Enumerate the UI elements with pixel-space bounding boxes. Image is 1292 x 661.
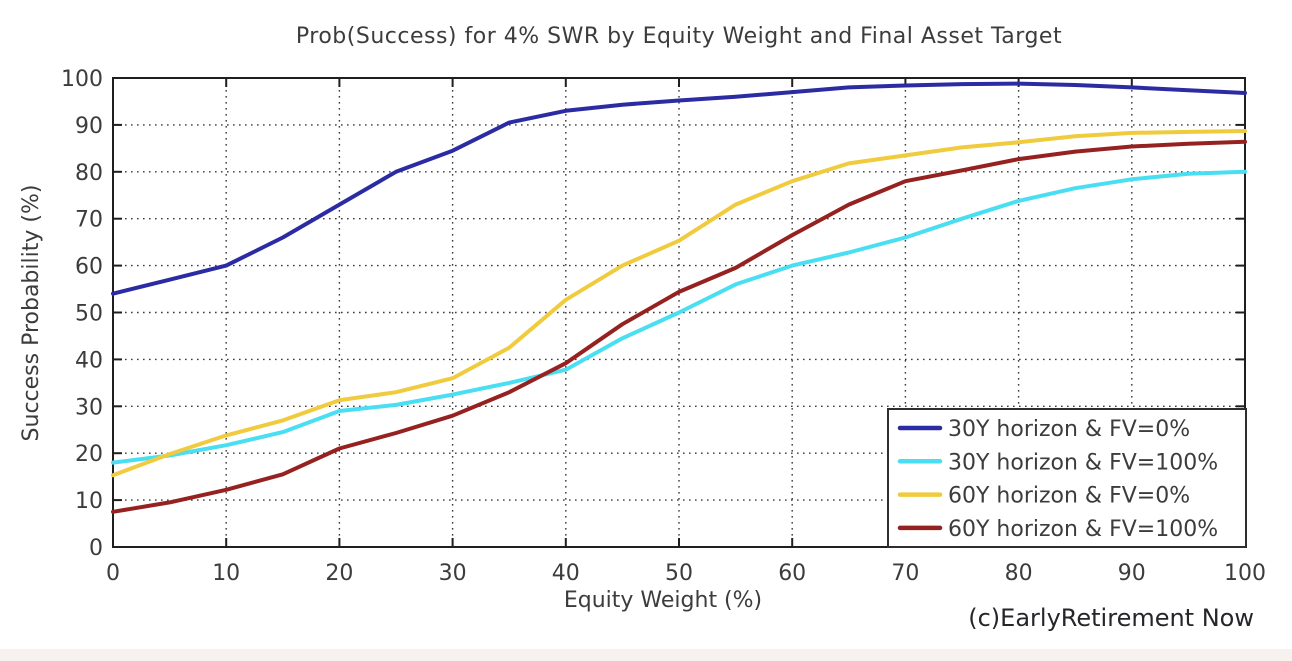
x-tick-label: 70 <box>891 561 919 586</box>
y-tick-label: 0 <box>89 536 103 561</box>
y-tick-label: 60 <box>75 255 103 280</box>
series-line-2 <box>111 129 1247 478</box>
y-tick-label: 10 <box>75 489 103 514</box>
y-axis-label: Success Probability (%) <box>19 184 44 442</box>
legend-label-3: 60Y horizon & FV=100% <box>948 517 1218 542</box>
y-tick-label: 40 <box>75 348 103 373</box>
chart-title: Prob(Success) for 4% SWR by Equity Weigh… <box>295 24 1063 49</box>
legend-label-2: 60Y horizon & FV=0% <box>948 484 1190 509</box>
x-tick-label: 40 <box>552 561 580 586</box>
y-tick-label: 50 <box>75 302 103 327</box>
series-line-1 <box>111 169 1247 465</box>
x-tick-label: 0 <box>106 561 120 586</box>
x-tick-label: 30 <box>439 561 467 586</box>
y-tick-label: 30 <box>75 395 103 420</box>
footer-strip <box>0 649 1292 661</box>
y-tick-label: 80 <box>75 161 103 186</box>
x-tick-label: 50 <box>665 561 693 586</box>
legend-label-0: 30Y horizon & FV=0% <box>948 417 1190 442</box>
y-tick-label: 70 <box>75 208 103 233</box>
x-axis-label: Equity Weight (%) <box>563 588 763 613</box>
y-tick-label: 100 <box>61 67 103 92</box>
legend-label-1: 30Y horizon & FV=100% <box>948 450 1218 475</box>
x-tick-label: 90 <box>1118 561 1146 586</box>
x-tick-label: 10 <box>212 561 240 586</box>
x-tick-label: 60 <box>778 561 806 586</box>
x-tick-label: 20 <box>325 561 353 586</box>
series-line-3 <box>111 139 1247 514</box>
series-line-0 <box>111 81 1247 296</box>
x-tick-label: 80 <box>1005 561 1033 586</box>
x-tick-label: 100 <box>1224 561 1266 586</box>
watermark-credit: (c)EarlyRetirement Now <box>968 604 1254 632</box>
y-tick-label: 20 <box>75 442 103 467</box>
y-tick-label: 90 <box>75 114 103 139</box>
legend-box <box>887 408 1247 548</box>
